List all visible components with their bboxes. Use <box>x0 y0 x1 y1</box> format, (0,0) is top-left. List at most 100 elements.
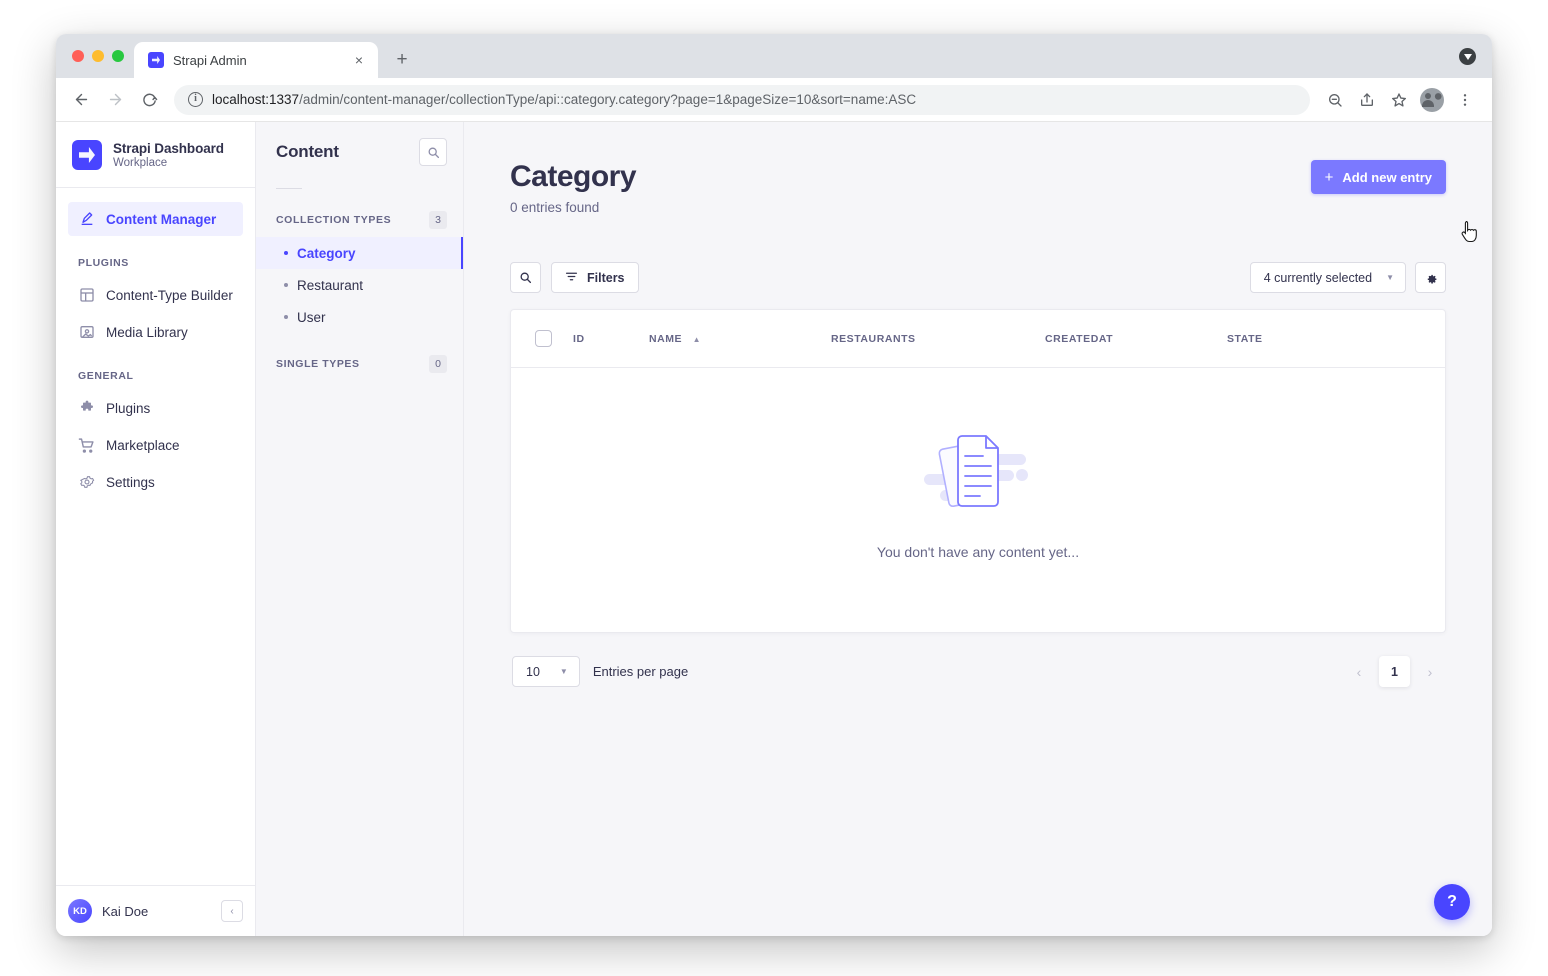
cart-icon <box>78 437 95 454</box>
puzzle-icon <box>78 400 95 417</box>
page-size-select[interactable]: 10 ▼ <box>512 656 580 687</box>
column-header-name[interactable]: NAME ▲ <box>649 310 831 368</box>
next-page-button[interactable]: › <box>1427 663 1433 680</box>
filter-icon <box>565 270 578 286</box>
sidebar-item-content-type-builder[interactable]: Content-Type Builder <box>68 278 243 312</box>
table-body: You don't have any content yet... <box>511 368 1445 633</box>
zoom-out-icon[interactable] <box>1320 85 1350 115</box>
chevron-down-icon: ▼ <box>559 667 568 676</box>
page-header: Category 0 entries found + Add new entry <box>510 160 1446 215</box>
user-name: Kai Doe <box>102 903 149 919</box>
sidebar-item-content-manager[interactable]: Content Manager <box>68 202 243 236</box>
collapse-sidebar-button[interactable]: ‹ <box>221 900 243 922</box>
brand-title: Strapi Dashboard <box>113 141 224 156</box>
browser-window: Strapi Admin × + i localhost:1337/admin/… <box>56 34 1492 936</box>
column-header-id[interactable]: ID <box>573 310 649 368</box>
previous-page-button[interactable]: ‹ <box>1356 663 1362 680</box>
page-heading-block: Category 0 entries found <box>510 160 637 215</box>
single-types-group-header: SINGLE TYPES 0 <box>256 333 463 381</box>
column-header-state[interactable]: STATE <box>1227 310 1445 368</box>
forward-button[interactable] <box>100 85 130 115</box>
field-select-label: 4 currently selected <box>1263 270 1373 285</box>
entries-table-card: ID NAME ▲ RESTAURANTS CREATEDAT STATE <box>510 309 1446 633</box>
sidebar-item-label: Settings <box>106 474 155 490</box>
new-tab-button[interactable]: + <box>396 49 408 70</box>
bullet-icon <box>284 251 288 255</box>
empty-state: You don't have any content yet... <box>511 368 1445 632</box>
content-panel-title: Content <box>276 142 339 161</box>
sidebar-item-label: Content Manager <box>106 211 217 227</box>
select-all-header <box>511 310 573 368</box>
browser-tab[interactable]: Strapi Admin × <box>134 42 378 78</box>
url-path: /admin/content-manager/collectionType/ap… <box>299 92 917 107</box>
main-content: Category 0 entries found + Add new entry <box>464 122 1492 936</box>
site-info-icon[interactable]: i <box>188 92 203 107</box>
sidebar-section-general: GENERAL <box>78 370 134 382</box>
divider <box>276 188 302 189</box>
browser-actions <box>1320 85 1480 115</box>
close-icon[interactable]: × <box>354 52 364 68</box>
browser-toolbar: i localhost:1337/admin/content-manager/c… <box>56 78 1492 122</box>
collection-type-user[interactable]: User <box>256 301 463 333</box>
back-button[interactable] <box>66 85 96 115</box>
sidebar-item-label: Plugins <box>106 400 151 416</box>
column-header-restaurants[interactable]: RESTAURANTS <box>831 310 1045 368</box>
help-button[interactable]: ? <box>1434 884 1470 920</box>
chevron-down-icon: ▼ <box>1386 273 1394 282</box>
empty-state-row: You don't have any content yet... <box>511 368 1445 633</box>
url-host: localhost:1337 <box>212 92 300 107</box>
search-icon[interactable] <box>419 138 447 166</box>
search-icon[interactable] <box>510 262 541 293</box>
collection-type-category[interactable]: Category <box>256 237 463 269</box>
maximize-window-button[interactable] <box>112 50 124 62</box>
sidebar-item-marketplace[interactable]: Marketplace <box>68 428 243 462</box>
window-controls <box>68 34 134 78</box>
sidebar-nav: Content Manager PLUGINS Content-Type Bui… <box>56 188 255 885</box>
image-icon <box>78 324 95 341</box>
empty-state-cell: You don't have any content yet... <box>511 368 1445 633</box>
filters-button[interactable]: Filters <box>551 262 639 293</box>
sidebar-item-settings[interactable]: Settings <box>68 465 243 499</box>
page-viewport: Strapi Dashboard Workplace Content Manag… <box>56 122 1492 936</box>
group-label: COLLECTION TYPES <box>276 214 392 226</box>
brand-subtitle: Workplace <box>113 157 168 169</box>
documents-icon <box>924 435 1028 508</box>
collection-type-restaurant[interactable]: Restaurant <box>256 269 463 301</box>
bullet-icon <box>284 283 288 287</box>
profile-avatar-icon[interactable] <box>1420 87 1444 112</box>
share-icon[interactable] <box>1352 85 1382 115</box>
bookmark-star-icon[interactable] <box>1384 85 1414 115</box>
collection-types-group-header: COLLECTION TYPES 3 <box>256 189 463 237</box>
sidebar-item-label: Content-Type Builder <box>106 287 233 303</box>
person-glyph <box>1420 92 1434 107</box>
address-bar[interactable]: i localhost:1337/admin/content-manager/c… <box>174 84 1310 115</box>
gear-icon <box>78 474 95 491</box>
select-all-checkbox[interactable] <box>535 330 552 347</box>
sidebar-item-media-library[interactable]: Media Library <box>68 315 243 349</box>
page-title: Category <box>510 160 637 193</box>
page-number-1[interactable]: 1 <box>1379 656 1410 687</box>
avatar: KD <box>68 899 92 923</box>
field-select-dropdown[interactable]: 4 currently selected ▼ <box>1249 262 1406 293</box>
brand-block[interactable]: Strapi Dashboard Workplace <box>56 122 255 188</box>
pagination-bar: 10 ▼ Entries per page ‹ 1 › <box>510 633 1446 687</box>
sidebar-item-plugins[interactable]: Plugins <box>68 391 243 425</box>
sidebar-user[interactable]: KD Kai Doe ‹ <box>56 885 255 936</box>
kebab-menu-icon[interactable] <box>1450 85 1480 115</box>
table-header-row: ID NAME ▲ RESTAURANTS CREATEDAT STATE <box>511 310 1445 368</box>
reload-button[interactable] <box>134 85 164 115</box>
entries-table: ID NAME ▲ RESTAURANTS CREATEDAT STATE <box>511 310 1445 632</box>
collection-type-label: Category <box>297 245 356 261</box>
sort-asc-icon[interactable]: ▲ <box>692 334 702 344</box>
close-window-button[interactable] <box>72 50 84 62</box>
empty-state-text: You don't have any content yet... <box>876 544 1080 560</box>
strapi-logo-icon <box>72 140 102 170</box>
gear-icon[interactable] <box>1415 262 1446 293</box>
entries-count: 0 entries found <box>510 200 600 215</box>
collection-type-label: Restaurant <box>297 277 364 293</box>
minimize-window-button[interactable] <box>92 50 104 62</box>
add-new-entry-button[interactable]: + Add new entry <box>1310 160 1446 194</box>
download-icon[interactable] <box>1459 48 1476 65</box>
column-header-createdat[interactable]: CREATEDAT <box>1045 310 1227 368</box>
collection-type-label: User <box>297 309 326 325</box>
